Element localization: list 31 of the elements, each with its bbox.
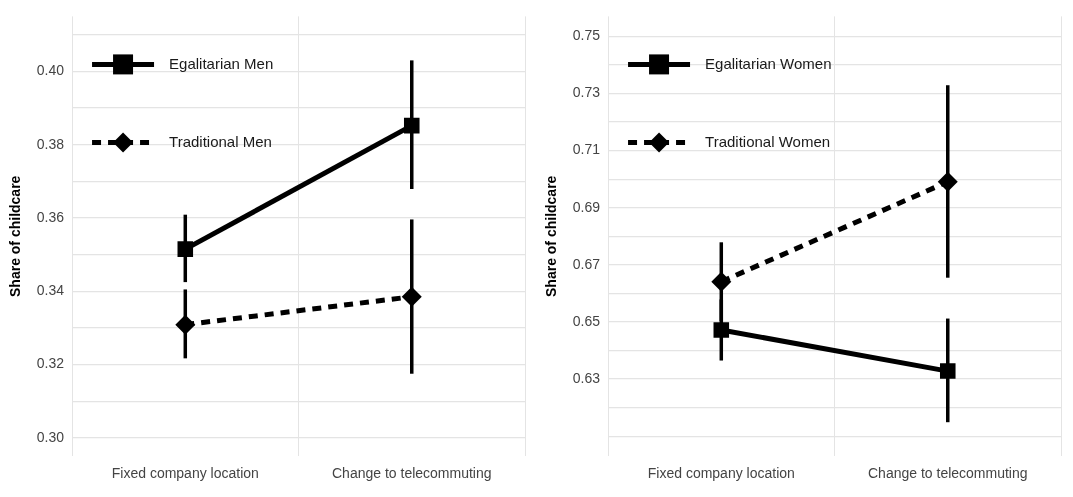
y-tick-label: 0.34 — [36, 282, 65, 299]
point — [177, 241, 194, 257]
y-axis-title: Share of childcare — [7, 175, 24, 297]
x-tick-label: Change to telecommuting — [331, 465, 492, 482]
x-tick-label: Fixed company location — [647, 465, 795, 482]
x-tick-label: Fixed company location — [111, 465, 259, 482]
y-tick-label: 0.32 — [36, 355, 65, 372]
y-tick-label: 0.40 — [36, 62, 65, 79]
point — [711, 271, 732, 292]
y-tick-label: 0.36 — [36, 208, 65, 225]
y-tick-label: 0.38 — [36, 135, 65, 152]
y-tick-label: 0.67 — [572, 255, 601, 272]
point — [713, 322, 730, 338]
point — [175, 314, 196, 335]
y-tick-label: 0.30 — [36, 428, 65, 445]
y-tick-label: 0.73 — [572, 84, 601, 101]
legend-label: Egalitarian Women — [705, 54, 832, 72]
point — [403, 117, 420, 134]
point — [939, 363, 956, 379]
point — [401, 286, 422, 307]
y-tick-label: 0.63 — [572, 369, 601, 386]
legend-label: Egalitarian Men — [169, 54, 274, 72]
y-tick-label: 0.71 — [572, 141, 601, 158]
y-tick-label: 0.69 — [572, 198, 601, 215]
legend-label: Traditional Men — [169, 132, 272, 150]
point — [937, 171, 958, 192]
x-tick-label: Change to telecommuting — [867, 465, 1028, 482]
y-tick-label: 0.65 — [572, 312, 601, 329]
y-axis-title: Share of childcare — [543, 175, 560, 297]
legend-label: Traditional Women — [705, 132, 831, 150]
y-tick-label: 0.75 — [572, 27, 601, 44]
